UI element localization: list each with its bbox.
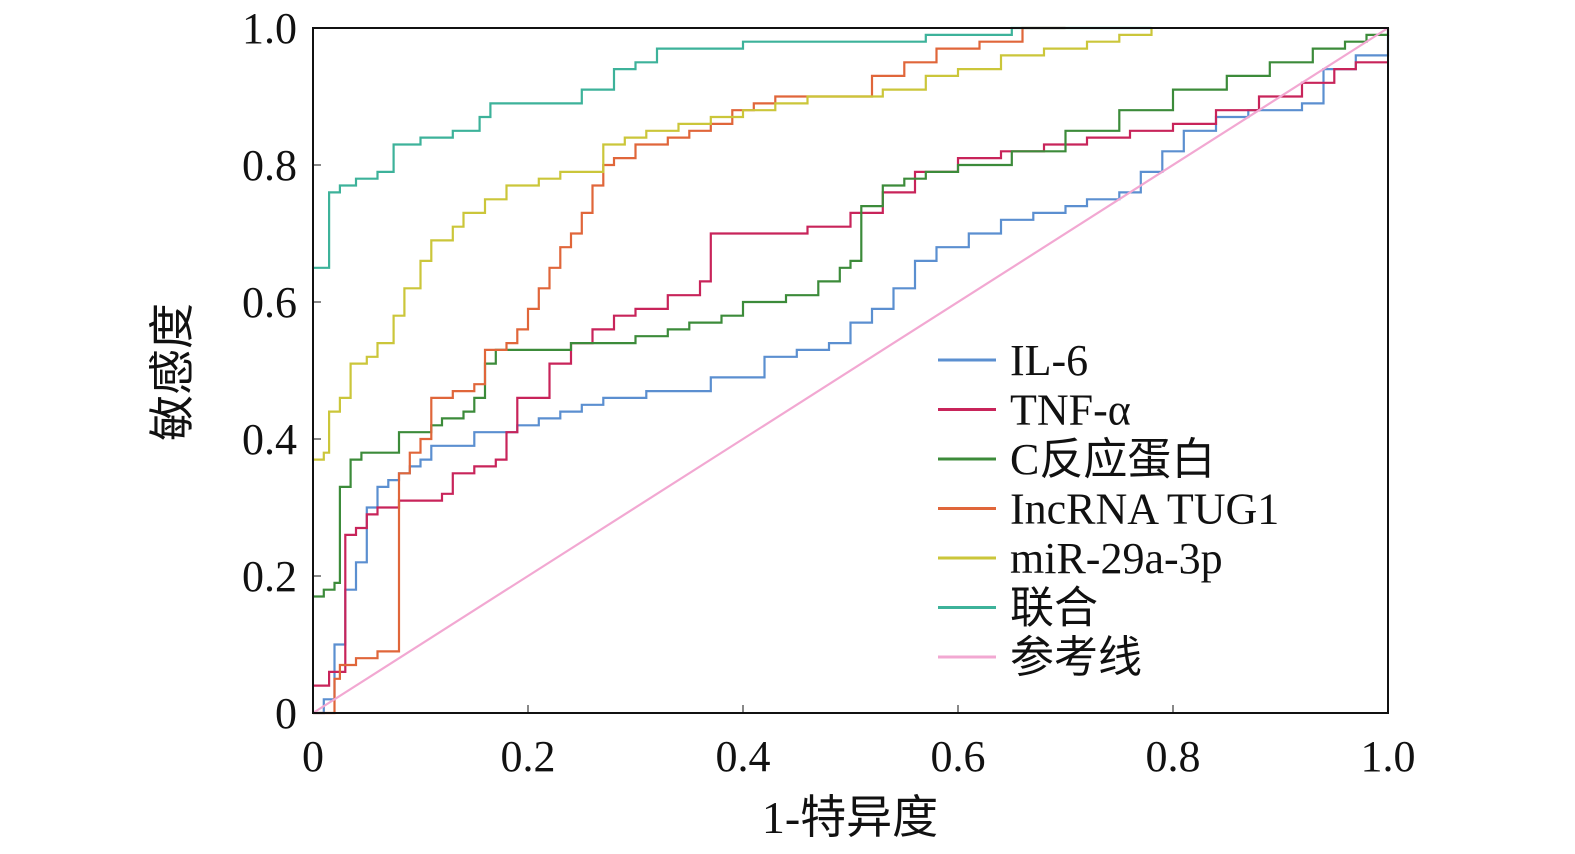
y-tick-label: 1.0: [242, 4, 297, 53]
x-tick-label: 0.2: [501, 732, 556, 781]
y-tick-label: 0: [275, 689, 297, 738]
legend-label: TNF-α: [1010, 386, 1131, 435]
legend-label: IncRNA TUG1: [1010, 485, 1279, 534]
x-tick-label: 0: [302, 732, 324, 781]
x-tick-label: 0.8: [1146, 732, 1201, 781]
y-axis-title: 敏感度: [147, 303, 198, 441]
y-tick-label: 0.4: [242, 415, 297, 464]
legend-label: IL-6: [1010, 336, 1088, 385]
series-line-1: [313, 61, 1388, 687]
series-group: [312, 26, 1390, 715]
legend-label: miR-29a-3p: [1010, 534, 1223, 583]
series-line-3: [313, 26, 1066, 715]
y-tick-label: 0.2: [242, 552, 297, 601]
grid-group: [313, 164, 1174, 713]
axis-ticks-group: 0 0.2 0.4 0.6 0.8 1.0 0 0.2 0.4 0.6 0.8 1.0: [242, 4, 1416, 781]
x-tick-label: 1.0: [1361, 732, 1416, 781]
y-tick-label: 0.6: [242, 278, 297, 327]
series-line-6: [312, 27, 1389, 714]
legend-label: 参考线: [1010, 633, 1142, 682]
x-axis-title: 1-特异度: [762, 792, 938, 843]
legend-label: C反应蛋白: [1010, 435, 1215, 484]
y-tick-label: 0.8: [242, 141, 297, 190]
series-line-4: [313, 28, 1153, 461]
series-line-2: [313, 28, 1390, 598]
series-line-5: [313, 26, 1152, 269]
x-tick-label: 0.6: [931, 732, 986, 781]
x-tick-label: 0.4: [716, 732, 771, 781]
legend-label: 联合: [1010, 584, 1098, 633]
plot-area-frame: [312, 27, 1389, 714]
